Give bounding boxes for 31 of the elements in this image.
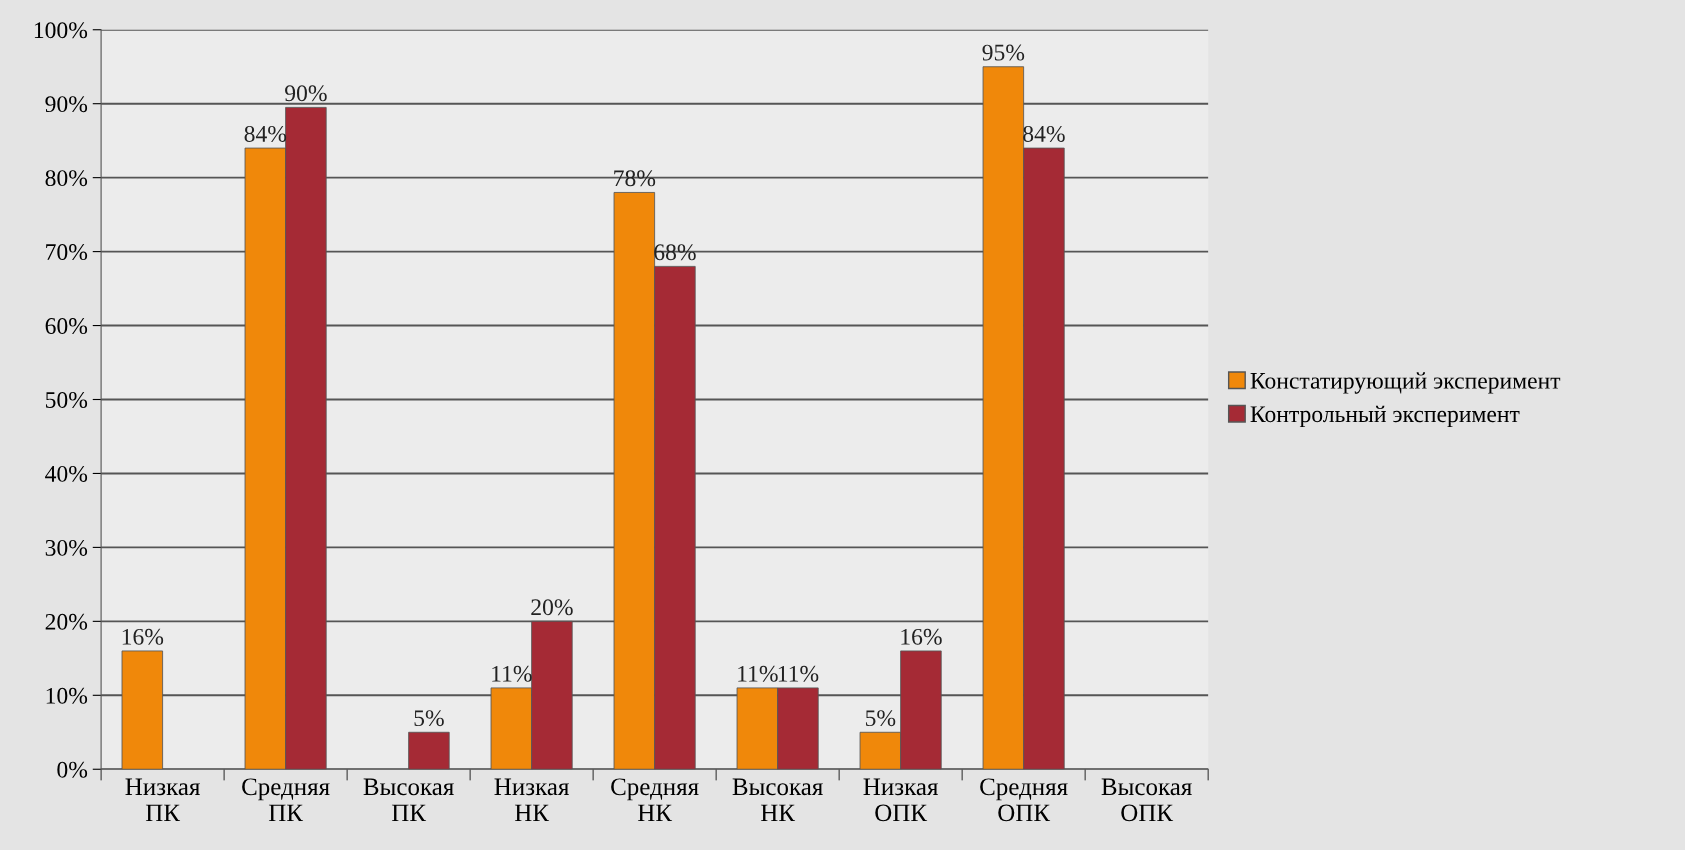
x-tick-label: Средняя ПК — [242, 778, 330, 822]
data-label: 11% — [778, 665, 819, 682]
x-tick-label: Средняя НК — [611, 778, 699, 822]
x-tick-label: Низкая ПК — [125, 778, 200, 822]
data-label: 16% — [901, 628, 942, 645]
y-tick-label: 60% — [45, 318, 88, 335]
y-tick-label: 90% — [45, 96, 88, 113]
data-label: 5% — [865, 710, 896, 727]
x-tick-label: Низкая ОПК — [863, 778, 939, 822]
x-tick-label: Средняя ОПК — [980, 778, 1068, 822]
data-label: 95% — [982, 44, 1025, 61]
y-tick-label: 50% — [46, 391, 88, 408]
y-tick-label: 40% — [45, 465, 88, 482]
data-label: 20% — [531, 599, 573, 616]
x-tick-label: Низкая НК — [494, 778, 569, 822]
data-label: 16% — [122, 628, 164, 645]
x-tick-label: Высокая ОПК — [1101, 778, 1192, 822]
y-tick-label: 80% — [45, 170, 88, 187]
legend-label: Констатирующий эксперимент — [1250, 372, 1561, 394]
data-label: 5% — [414, 710, 444, 727]
y-tick-label: 100% — [34, 22, 88, 39]
data-label: 90% — [285, 85, 327, 102]
data-label: 11% — [738, 665, 778, 682]
y-tick-label: 0% — [57, 761, 88, 778]
y-tick-label: 70% — [46, 244, 88, 261]
y-tick-label: 20% — [45, 613, 88, 630]
x-tick-label: Высокая НК — [732, 778, 823, 822]
y-tick-label: 30% — [45, 539, 88, 556]
y-tick-label: 10% — [46, 687, 88, 704]
x-tick-label: Высокая ПК — [363, 778, 454, 822]
legend-label: Контрольный эксперимент — [1250, 405, 1520, 427]
